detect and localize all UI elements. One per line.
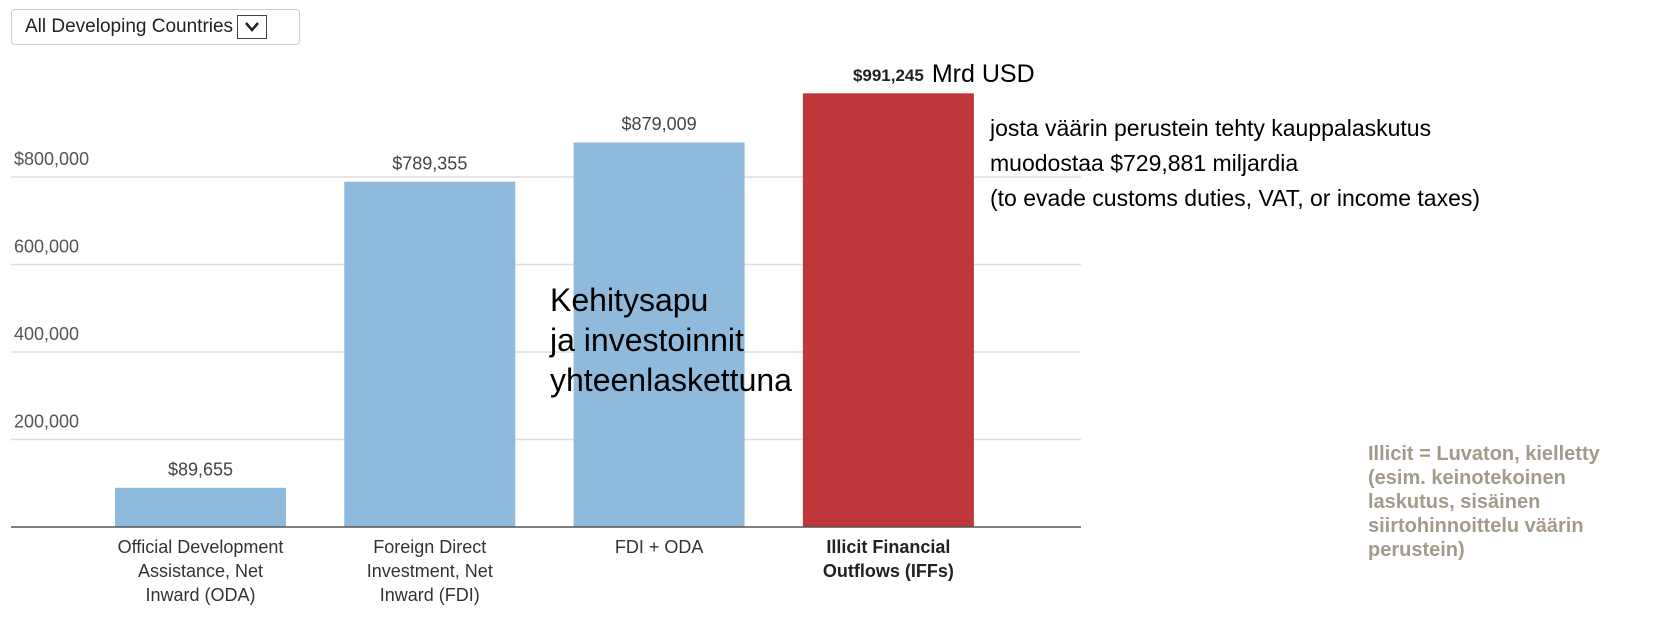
dropdown[interactable]: All Developing Countries [11,9,300,45]
y-tick-label: 600,000 [14,236,79,256]
bar [115,487,286,527]
bar [344,181,516,528]
dropdown-label: All Developing Countries [25,16,234,37]
value-label: $879,009 [622,114,697,134]
note: Illicit = Luvaton, kielletty (esim. keino… [1368,442,1600,562]
value-label: $89,655 [168,460,233,480]
x-tick-label: Foreign Direct Investment, Net Inward (F… [366,537,493,605]
y-tick-label: $800,000 [14,149,89,169]
dropdown-arrow[interactable] [237,15,268,39]
x-tick-label: Illicit Financial Outflows (IFFs) [822,537,954,581]
note-line: laskutus, sisäinen [1368,491,1541,513]
x-tick-label: Official Development Assistance, Net Inw… [117,537,284,605]
note-line: siirtohinnoittelu väärin [1368,515,1584,537]
bar [573,142,745,527]
annotation-line: yhteenlaskettuna [550,362,792,398]
annotation-line: (to evade customs duties, VAT, or income… [990,185,1481,211]
annotation-line: muodostaa $729,881 miljardia [990,150,1299,176]
note-line: Illicit = Luvaton, kielletty [1368,443,1600,465]
annotation-line: Kehitysapu [550,282,709,318]
annotation-line: ja investoinnit [550,322,744,358]
value-label: $789,355 [392,153,467,173]
x-tick-label: FDI + ODA [614,537,704,557]
note-line: perustein) [1368,539,1465,561]
y-tick-label: 200,000 [14,411,79,431]
note-line: (esim. keinotekoinen [1368,467,1566,489]
annotation-right: josta väärin perustein tehty kauppalasku… [990,111,1480,216]
annotation-center: Kehitysapu ja investoinnit yhteenlaskettun… [550,280,792,400]
annotation-line: josta väärin perustein tehty kauppalasku… [990,115,1432,141]
value-label: $991,245 [853,66,924,85]
unit-annotation: Mrd USD [932,60,1035,88]
y-tick-label: 400,000 [14,324,79,344]
bar [802,93,974,527]
